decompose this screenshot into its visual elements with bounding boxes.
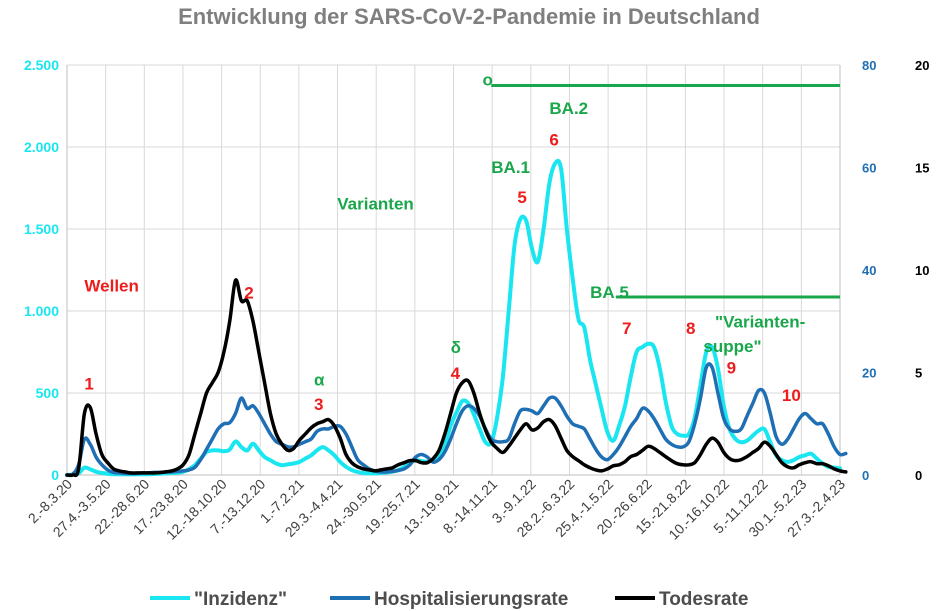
legend-label-hospitalisation: Hospitalisierungsrate: [374, 589, 568, 610]
annotation-label: 6: [549, 130, 558, 149]
annotation-label: 4: [451, 364, 461, 383]
left-tick-label: 2.000: [24, 139, 59, 155]
death-tick-label: 20: [915, 58, 929, 73]
left-tick-label: 1.000: [24, 303, 59, 319]
annotation-label: BA.5: [590, 283, 629, 302]
left-tick-label: 500: [36, 385, 60, 401]
right-axis-death-ticks: 0 5 10 15 20: [915, 58, 929, 483]
death-tick-label: 5: [915, 366, 922, 381]
annotation-label: BA.1: [491, 158, 530, 177]
annotation-label: o: [483, 71, 493, 90]
death-tick-label: 15: [915, 161, 929, 176]
left-tick-label: 1.500: [24, 221, 59, 237]
hospital-tick-label: 0: [862, 468, 869, 483]
hospital-tick-label: 60: [862, 161, 876, 176]
annotation-label: 8: [686, 319, 695, 338]
legend-label-incidence: "Inzidenz": [194, 589, 287, 610]
left-axis-ticks: 0 500 1.000 1.500 2.000 2.500: [24, 57, 59, 483]
series-lines: [65, 158, 848, 478]
annotation-label: 2: [244, 284, 253, 303]
annotation-label: "Varianten-: [715, 312, 805, 331]
hospital-tick-label: 20: [862, 366, 876, 381]
annotation-label: 10: [782, 386, 801, 405]
annotation-label: BA.2: [549, 99, 588, 118]
hospital-tick-label: 80: [862, 58, 876, 73]
annotation-label: 7: [622, 319, 631, 338]
left-tick-label: 0: [51, 467, 59, 483]
annotation-label: δ: [451, 338, 461, 357]
annotation-label: Wellen: [84, 276, 138, 295]
annotations: Wellen 1 2 α 3 Varianten δ 4 BA.1 5 BA.2 6 o BA.5 7 8 "V…: [84, 71, 805, 415]
chart-title: Entwicklung der SARS-CoV-2-Pandemie in D…: [178, 4, 760, 29]
right-axis-hospital-ticks: 0 20 40 60 80: [862, 58, 876, 483]
death-tick-label: 10: [915, 263, 929, 278]
death-tick-label: 0: [915, 468, 922, 483]
annotation-label: suppe": [703, 337, 761, 356]
x-axis-ticks: 2.-8.3.2027.4.-3.5.2022.-28.6.2017.-23.8…: [25, 476, 849, 543]
annotation-label: 5: [517, 188, 526, 207]
variant-lines: [491, 84, 840, 299]
hospital-tick-label: 40: [862, 263, 876, 278]
series-line-deaths: [65, 278, 848, 478]
annotation-label: 9: [727, 358, 736, 377]
legend: "Inzidenz" Hospitalisierungsrate Todesra…: [150, 589, 748, 610]
left-tick-label: 2.500: [24, 57, 59, 73]
gridlines: [66, 64, 841, 476]
annotation-label: α: [314, 371, 325, 390]
annotation-label: 1: [84, 375, 93, 394]
legend-label-deaths: Todesrate: [659, 589, 748, 610]
annotation-label: 3: [314, 395, 323, 414]
series-line-hospitalisation: [65, 362, 848, 477]
annotation-label: Varianten: [337, 194, 414, 213]
